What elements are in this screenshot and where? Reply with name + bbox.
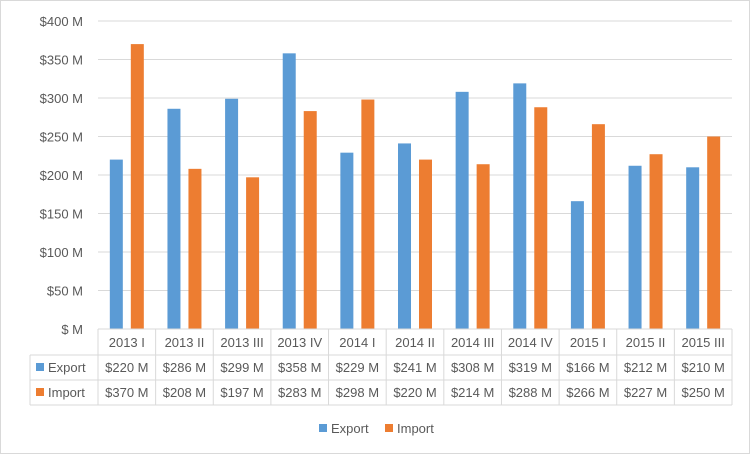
data-label: $214 M bbox=[451, 385, 494, 400]
bar-export bbox=[398, 143, 411, 329]
data-label: $250 M bbox=[681, 385, 724, 400]
x-tick-label: 2014 II bbox=[395, 335, 435, 350]
data-label: $220 M bbox=[393, 385, 436, 400]
data-label: $299 M bbox=[220, 360, 263, 375]
x-tick-label: 2013 II bbox=[165, 335, 205, 350]
data-label: $286 M bbox=[163, 360, 206, 375]
x-tick-label: 2015 III bbox=[681, 335, 724, 350]
bar-import bbox=[361, 99, 375, 329]
bar-import bbox=[246, 177, 260, 329]
x-tick-label: 2013 III bbox=[220, 335, 263, 350]
bar-import bbox=[419, 159, 432, 329]
x-tick-label: 2014 III bbox=[451, 335, 494, 350]
bar-export bbox=[282, 53, 296, 330]
bar-import bbox=[649, 154, 663, 329]
bar-export bbox=[513, 83, 527, 330]
data-label: $288 M bbox=[509, 385, 552, 400]
x-tick-label: 2013 IV bbox=[277, 335, 322, 350]
data-label: $212 M bbox=[624, 360, 667, 375]
bar-export bbox=[109, 159, 123, 329]
bar-import bbox=[188, 168, 202, 329]
data-label: $370 M bbox=[105, 385, 148, 400]
y-tick-label: $100 M bbox=[40, 245, 83, 260]
bar-import bbox=[707, 136, 721, 329]
table-series-label: Import bbox=[48, 385, 85, 400]
data-label: $319 M bbox=[509, 360, 552, 375]
bar-export bbox=[167, 108, 181, 329]
table-legend-key bbox=[36, 388, 44, 396]
x-tick-label: 2014 I bbox=[339, 335, 375, 350]
data-label: $308 M bbox=[451, 360, 494, 375]
bar-import bbox=[476, 164, 490, 329]
data-label: $208 M bbox=[163, 385, 206, 400]
bar-export bbox=[570, 201, 584, 329]
y-tick-label: $ M bbox=[61, 322, 83, 337]
bar-export bbox=[225, 98, 239, 330]
bar-import bbox=[591, 124, 605, 330]
y-tick-label: $400 M bbox=[40, 14, 83, 29]
bar-import bbox=[303, 111, 317, 329]
data-label: $283 M bbox=[278, 385, 321, 400]
y-tick-label: $250 M bbox=[40, 130, 83, 145]
bar-export bbox=[340, 152, 354, 329]
data-label: $298 M bbox=[336, 385, 379, 400]
bar-import bbox=[130, 44, 144, 329]
legend-label: Import bbox=[397, 421, 434, 436]
data-label: $266 M bbox=[566, 385, 609, 400]
data-label: $241 M bbox=[393, 360, 436, 375]
bar-export bbox=[455, 91, 469, 329]
data-label: $220 M bbox=[105, 360, 148, 375]
table-legend-key bbox=[36, 363, 44, 371]
legend-label: Export bbox=[331, 421, 369, 436]
data-label: $358 M bbox=[278, 360, 321, 375]
data-label: $229 M bbox=[336, 360, 379, 375]
y-tick-label: $300 M bbox=[40, 91, 83, 106]
legend-key-export bbox=[319, 424, 327, 432]
table-series-label: Export bbox=[48, 360, 86, 375]
bar-import bbox=[534, 107, 548, 330]
y-tick-label: $200 M bbox=[40, 168, 83, 183]
x-tick-label: 2015 I bbox=[570, 335, 606, 350]
x-tick-label: 2014 IV bbox=[508, 335, 553, 350]
x-tick-label: 2015 II bbox=[626, 335, 666, 350]
y-tick-label: $50 M bbox=[47, 284, 83, 299]
y-tick-label: $150 M bbox=[40, 207, 83, 222]
y-tick-label: $350 M bbox=[40, 53, 83, 68]
data-label: $210 M bbox=[681, 360, 724, 375]
data-label: $197 M bbox=[220, 385, 263, 400]
bar-export bbox=[628, 165, 642, 329]
legend-key-import bbox=[385, 424, 393, 432]
data-label: $227 M bbox=[624, 385, 667, 400]
bar-export bbox=[686, 167, 700, 329]
x-tick-label: 2013 I bbox=[109, 335, 145, 350]
data-label: $166 M bbox=[566, 360, 609, 375]
